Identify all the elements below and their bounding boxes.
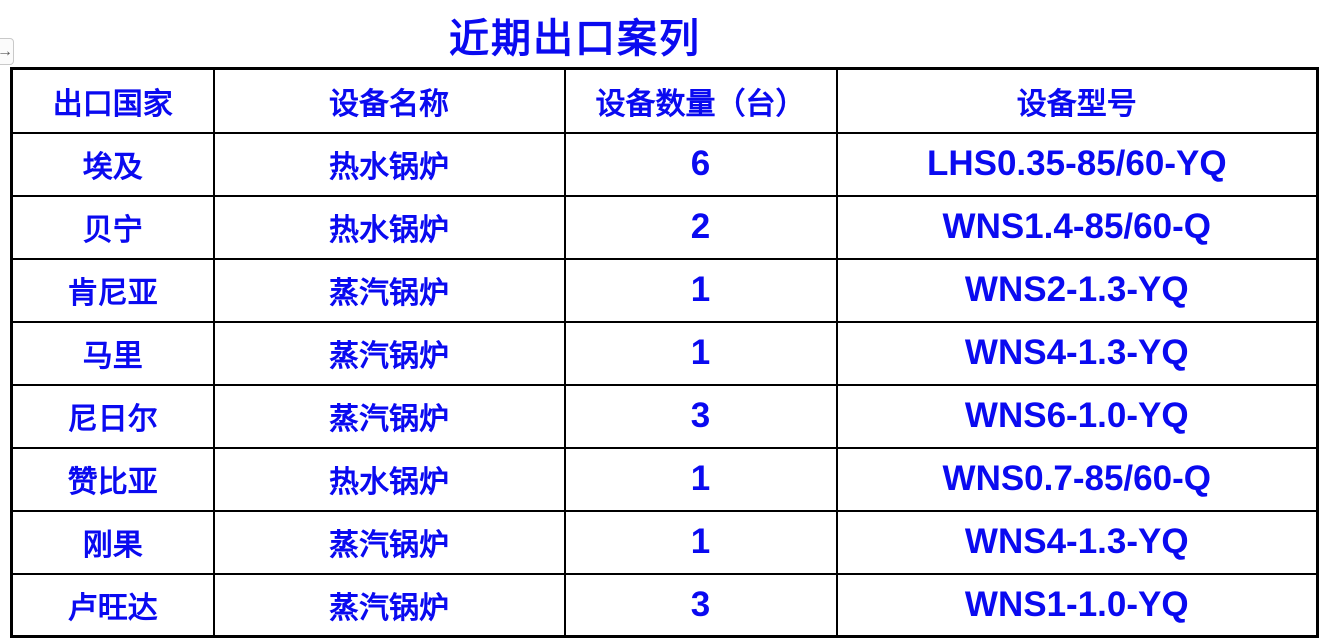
export-cases-table: 出口国家 设备名称 设备数量（台） 设备型号 埃及 热水锅炉 6 LHS0.35… [10,67,1319,638]
cell-country: 卢旺达 [10,572,215,638]
right-arrow-icon: → [0,42,13,60]
cell-country: 埃及 [10,131,215,197]
cell-quantity: 3 [563,383,838,449]
table-row: 赞比亚 热水锅炉 1 WNS0.7-85/60-Q [10,446,1319,512]
cell-country: 马里 [10,320,215,386]
cell-model: WNS1.4-85/60-Q [835,194,1319,260]
header-equipment-model: 设备型号 [835,67,1319,134]
table-row: 马里 蒸汽锅炉 1 WNS4-1.3-YQ [10,320,1319,386]
cell-equipment: 蒸汽锅炉 [212,257,566,323]
cell-quantity: 2 [563,194,838,260]
header-equipment-name: 设备名称 [212,67,566,134]
cell-quantity: 3 [563,572,838,638]
cell-quantity: 1 [563,509,838,575]
expand-arrow-button[interactable]: → [0,38,14,65]
cell-country: 贝宁 [10,194,215,260]
cell-equipment: 蒸汽锅炉 [212,572,566,638]
cell-equipment: 热水锅炉 [212,131,566,197]
cell-model: WNS4-1.3-YQ [835,509,1319,575]
cell-quantity: 6 [563,131,838,197]
cell-country: 刚果 [10,509,215,575]
cell-equipment: 蒸汽锅炉 [212,320,566,386]
cell-quantity: 1 [563,257,838,323]
cell-quantity: 1 [563,446,838,512]
header-export-country: 出口国家 [10,67,215,134]
cell-model: WNS0.7-85/60-Q [835,446,1319,512]
cell-model: WNS2-1.3-YQ [835,257,1319,323]
cell-equipment: 蒸汽锅炉 [212,383,566,449]
cell-country: 尼日尔 [10,383,215,449]
cell-model: WNS6-1.0-YQ [835,383,1319,449]
cell-equipment: 蒸汽锅炉 [212,509,566,575]
cell-model: LHS0.35-85/60-YQ [835,131,1319,197]
page-title: 近期出口案列 [449,17,701,61]
cell-equipment: 热水锅炉 [212,194,566,260]
cell-model: WNS4-1.3-YQ [835,320,1319,386]
table-row: 尼日尔 蒸汽锅炉 3 WNS6-1.0-YQ [10,383,1319,449]
cell-quantity: 1 [563,320,838,386]
cell-model: WNS1-1.0-YQ [835,572,1319,638]
table-row: 肯尼亚 蒸汽锅炉 1 WNS2-1.3-YQ [10,257,1319,323]
table-row: 埃及 热水锅炉 6 LHS0.35-85/60-YQ [10,131,1319,197]
table-row: 贝宁 热水锅炉 2 WNS1.4-85/60-Q [10,194,1319,260]
cell-country: 肯尼亚 [10,257,215,323]
header-equipment-quantity: 设备数量（台） [563,67,838,134]
cell-country: 赞比亚 [10,446,215,512]
table-row: 刚果 蒸汽锅炉 1 WNS4-1.3-YQ [10,509,1319,575]
table-row: 卢旺达 蒸汽锅炉 3 WNS1-1.0-YQ [10,572,1319,638]
cell-equipment: 热水锅炉 [212,446,566,512]
table-header-row: 出口国家 设备名称 设备数量（台） 设备型号 [10,67,1319,134]
